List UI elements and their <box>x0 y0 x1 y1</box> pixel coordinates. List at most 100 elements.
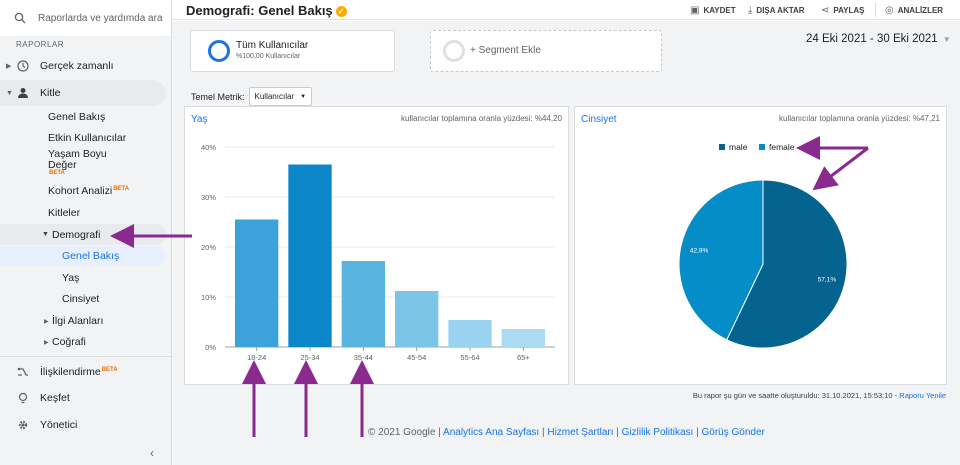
collapse-sidebar-icon[interactable]: ‹ <box>150 446 154 460</box>
x-tick-label: 45-54 <box>407 353 426 362</box>
segment-sub: %100,00 Kullanıcılar <box>236 53 301 60</box>
sidebar-item-attribution[interactable]: İlişkilendirmeBETA <box>0 364 172 380</box>
search-placeholder[interactable]: Raporlarda ve yardımda ara <box>38 12 163 24</box>
x-tick-label: 65+ <box>517 353 530 362</box>
sidebar-item-overview[interactable]: Genel Bakış <box>0 110 172 124</box>
chevron-down-icon: ▼ <box>942 35 951 44</box>
metric-dropdown[interactable]: Kullanıcılar ▼ <box>248 87 313 106</box>
bar-45-54[interactable] <box>395 291 439 347</box>
bar-18-24[interactable] <box>235 219 279 348</box>
age-card-title[interactable]: Yaş <box>191 114 208 125</box>
pie-value-label: 42,9% <box>690 248 709 255</box>
section-label: RAPORLAR <box>16 40 65 49</box>
sidebar-item-label: İlgi Alanları <box>52 315 104 327</box>
sidebar-item-demographics-overview[interactable]: Genel Bakış <box>0 246 166 266</box>
sidebar-item-label: Demografi <box>52 228 101 241</box>
page-title-text: Demografi: Genel Bakış <box>186 3 333 18</box>
lifetime-label-line2: Değer <box>48 159 77 171</box>
x-tick-label: 25-34 <box>300 353 319 362</box>
sidebar-item-label: Yaşam Boyu Değer <box>48 149 107 171</box>
sidebar: Raporlarda ve yardımda ara RAPORLAR ▶ Ge… <box>0 0 172 465</box>
page-footer: © 2021 Google | Analytics Ana Sayfası | … <box>368 427 765 438</box>
age-card-note: kullanıcılar toplamına oranla yüzdesi: %… <box>401 114 562 123</box>
legend-label[interactable]: male <box>729 142 748 152</box>
y-tick-label: 10% <box>201 293 216 302</box>
sidebar-item-geo[interactable]: ▶ Coğrafi <box>0 335 172 349</box>
metric-value: Kullanıcılar <box>254 92 295 101</box>
sidebar-item-active-users[interactable]: Etkin Kullanıcılar <box>0 131 172 145</box>
main-content: Tüm Kullanıcılar %100,00 Kullanıcılar + … <box>172 21 960 465</box>
gender-card: Cinsiyet kullanıcılar toplamına oranla y… <box>574 106 947 385</box>
sidebar-item-age[interactable]: Yaş <box>0 271 172 285</box>
caret-right-icon: ▶ <box>44 339 49 346</box>
metric-selector: Temel Metrik: Kullanıcılar ▼ <box>191 87 313 106</box>
bar-55-64[interactable] <box>448 320 492 347</box>
bar-35-44[interactable] <box>341 261 385 347</box>
share-icon: ⋖ <box>821 5 830 16</box>
bar-25-34[interactable] <box>288 164 332 348</box>
legend-label[interactable]: female <box>769 142 795 152</box>
beta-badge: BETA <box>101 366 118 373</box>
footer-link-privacy[interactable]: Gizlilik Politikası <box>621 427 694 438</box>
y-tick-label: 40% <box>201 143 216 152</box>
segment-ring-icon <box>208 40 230 62</box>
caret-right-icon: ▶ <box>44 318 49 325</box>
sidebar-item-label: Yaş <box>62 272 80 284</box>
export-label: DIŞA AKTAR <box>756 6 805 15</box>
pie-value-label: 57,1% <box>818 276 837 283</box>
refresh-report-link[interactable]: Raporu Yenile <box>899 391 946 400</box>
save-button[interactable]: ▣ KAYDET <box>690 5 736 16</box>
segment-name: Tüm Kullanıcılar <box>236 40 309 51</box>
y-tick-label: 0% <box>205 343 216 352</box>
date-range-picker[interactable]: 24 Eki 2021 - 30 Eki 2021 ▼ <box>806 33 951 45</box>
footer-link-terms[interactable]: Hizmet Şartları <box>547 427 614 438</box>
save-label: KAYDET <box>703 6 736 15</box>
divider <box>875 3 876 17</box>
sidebar-item-interests[interactable]: ▶ İlgi Alanları <box>0 314 172 328</box>
x-tick-label: 35-44 <box>354 353 373 362</box>
sidebar-item-gender[interactable]: Cinsiyet <box>0 292 172 306</box>
legend-swatch <box>719 144 725 150</box>
insights-label: ANALİZLER <box>897 6 944 15</box>
sidebar-item-realtime[interactable]: ▶ Gerçek zamanlı <box>0 56 172 76</box>
sidebar-item-lifetime-value[interactable]: Yaşam Boyu Değer BETA <box>0 149 172 179</box>
report-header: Demografi: Genel Bakış ✓ ▣ KAYDET ⤓ DIŞA AK… <box>172 0 960 20</box>
page-title: Demografi: Genel Bakış ✓ <box>186 3 347 18</box>
sidebar-item-cohort[interactable]: Kohort AnaliziBETA <box>0 184 172 198</box>
download-icon: ⤓ <box>748 5 753 16</box>
x-tick-label: 18-24 <box>247 353 266 362</box>
y-tick-label: 30% <box>201 193 216 202</box>
legend-swatch <box>759 144 765 150</box>
pie-slice-female[interactable] <box>678 179 764 341</box>
sidebar-item-label: Kohort AnaliziBETA <box>48 185 129 197</box>
lightbulb-icon <box>16 391 30 405</box>
metric-label: Temel Metrik: <box>191 91 245 102</box>
search-bar[interactable]: Raporlarda ve yardımda ara <box>0 0 171 36</box>
sidebar-item-label: Etkin Kullanıcılar <box>48 132 127 144</box>
timestamp-text: Bu rapor şu gün ve saatte oluşturuldu: 3… <box>692 391 898 400</box>
gender-card-title[interactable]: Cinsiyet <box>581 114 617 125</box>
bar-65+[interactable] <box>501 329 545 347</box>
search-icon <box>14 12 26 24</box>
x-tick-label: 55-64 <box>460 353 479 362</box>
add-segment-label: + Segment Ekle <box>470 45 541 56</box>
age-bar-chart: 0% 10% 20% 30% 40% 18-24 25-34 35-44 45-54 55-64 6… <box>201 143 555 362</box>
sidebar-item-demographics[interactable]: ▼ Demografi <box>0 224 166 245</box>
sidebar-item-audience[interactable]: ▼ Kitle <box>0 80 166 106</box>
footer-link-home[interactable]: Analytics Ana Sayfası <box>443 427 540 438</box>
footer-link-feedback[interactable]: Görüş Gönder <box>701 427 765 438</box>
sidebar-item-label: Genel Bakış <box>62 250 120 262</box>
date-range-text: 24 Eki 2021 - 30 Eki 2021 <box>806 33 938 45</box>
sidebar-item-admin[interactable]: Yönetici <box>0 417 172 433</box>
share-button[interactable]: ⋖ PAYLAŞ <box>821 5 865 16</box>
export-button[interactable]: ⤓ DIŞA AKTAR <box>748 5 805 16</box>
caret-down-icon: ▼ <box>6 89 13 97</box>
sidebar-item-discover[interactable]: Keşfet <box>0 390 172 406</box>
pie-slice-male[interactable] <box>726 179 848 349</box>
segment-all-users[interactable]: Tüm Kullanıcılar %100,00 Kullanıcılar <box>190 30 395 72</box>
sidebar-item-audiences[interactable]: Kitleler <box>0 206 172 220</box>
insights-button[interactable]: ◎ ANALİZLER <box>885 5 943 16</box>
sidebar-item-label: Keşfet <box>40 392 70 404</box>
add-segment-button[interactable]: + Segment Ekle <box>430 30 662 72</box>
caret-right-icon: ▶ <box>6 63 12 70</box>
